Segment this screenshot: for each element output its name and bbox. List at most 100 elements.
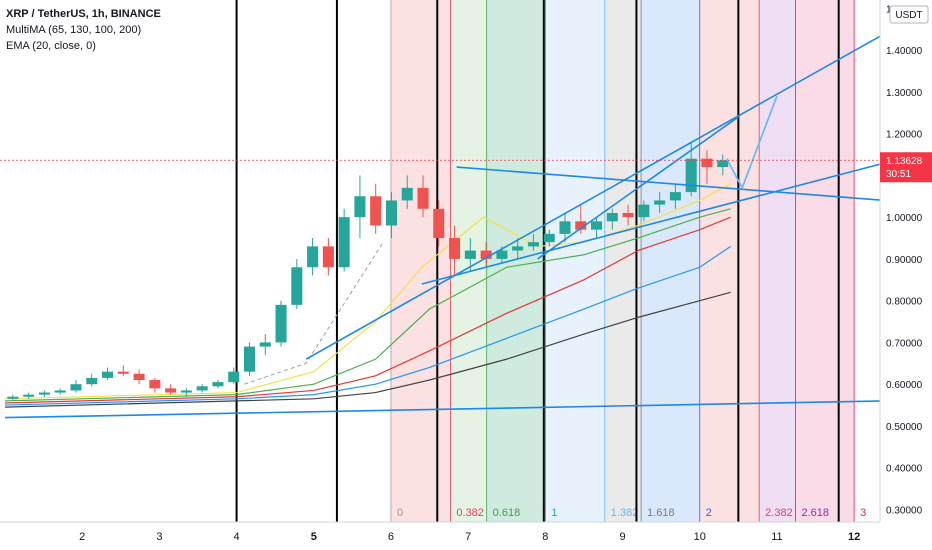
candle-body (86, 377, 98, 385)
fib-zone-band (545, 0, 605, 522)
ema-indicator-label[interactable]: EMA (20, close, 0) (6, 40, 96, 52)
trendline (456, 166, 886, 202)
countdown-value: 30:51 (886, 169, 911, 180)
moving-average-line (4, 245, 731, 406)
candle-body (38, 392, 50, 395)
y-tick-label: 0.70000 (886, 338, 923, 349)
x-tick-label: 10 (694, 531, 706, 543)
moving-average-line (4, 208, 731, 402)
price-axis-bg (880, 0, 932, 550)
fib-zone-band (795, 0, 855, 522)
trendline (305, 32, 886, 360)
candle-body (638, 204, 650, 218)
candle-body (606, 212, 618, 222)
y-tick-label: 0.60000 (886, 380, 923, 391)
candle-body (701, 158, 713, 168)
x-tick-label: 4 (234, 531, 240, 543)
fib-zone-label: 1.382 (611, 507, 639, 519)
candle-body (322, 246, 334, 268)
fib-zone-label: 1.618 (647, 507, 675, 519)
fib-zone-label: 2.618 (801, 507, 829, 519)
candle-body (354, 196, 366, 218)
x-tick-label: 3 (156, 531, 162, 543)
candle-body (464, 250, 476, 259)
candle-body (496, 250, 508, 259)
candle-body (259, 342, 271, 347)
candle-body (717, 160, 729, 168)
x-tick-label: 2 (79, 531, 85, 543)
y-tick-label: 1.00000 (886, 213, 923, 224)
moving-average-line (4, 291, 731, 408)
y-tick-label: 0.40000 (886, 464, 923, 475)
x-tick-label: 8 (542, 531, 548, 543)
candle-body (559, 221, 571, 234)
symbol-label[interactable]: XRP / TetherUS, 1h, BINANCE (6, 8, 161, 20)
candle-body (133, 373, 145, 381)
trendline (421, 162, 886, 285)
fib-zone-band (759, 0, 796, 522)
x-tick-label: 5 (311, 531, 317, 543)
last-price-tag (880, 152, 932, 183)
candle-body (527, 242, 539, 247)
y-tick-label: 1.20000 (886, 130, 923, 141)
fib-zone-band (390, 0, 451, 522)
chart-legend: XRP / TetherUS, 1h, BINANCE MultiMA (65,… (6, 6, 161, 54)
candle-body (291, 267, 303, 305)
fib-zone-band (641, 0, 700, 522)
candle-body (7, 396, 19, 399)
moving-average-line (4, 183, 731, 400)
y-tick-label: 0.90000 (886, 255, 923, 266)
multima-indicator-label[interactable]: MultiMA (65, 130, 100, 200) (6, 24, 142, 36)
x-tick-label: 7 (465, 531, 471, 543)
trendline (726, 95, 778, 190)
candle-body (543, 233, 555, 243)
trendline (537, 116, 739, 260)
fib-zone-label: 0.382 (456, 507, 484, 519)
fib-zone-label: 1 (551, 507, 557, 519)
fib-zone-label: 2 (706, 507, 712, 519)
candle-body (512, 246, 524, 251)
candle-body (23, 394, 35, 397)
candle-body (54, 390, 66, 393)
y-tick-label: 0.80000 (886, 297, 923, 308)
candle-body (433, 208, 445, 239)
y-tick-label: 1.30000 (886, 88, 923, 99)
candle-body (307, 246, 319, 268)
candle-body (685, 158, 697, 193)
fib-zone-label: 3 (860, 507, 866, 519)
candle-body (385, 200, 397, 226)
currency-badge (889, 5, 929, 24)
fib-zone-label: 0 (397, 507, 403, 519)
candle-body (243, 346, 256, 372)
trendline (4, 400, 886, 419)
candle-body (117, 371, 129, 374)
candle-body (180, 390, 192, 393)
candle-body (370, 196, 382, 226)
candle-body (70, 384, 82, 391)
y-tick-label: 0.30000 (886, 505, 923, 516)
x-tick-label: 11 (771, 531, 782, 543)
candle-body (149, 380, 161, 389)
candle-body (212, 382, 224, 387)
fib-zone-label: 0.618 (493, 507, 521, 519)
candle-body (591, 221, 603, 230)
projection-dashed-line (244, 241, 384, 385)
moving-average-line (4, 216, 731, 404)
candle-body (228, 371, 240, 383)
time-axis-bg (0, 522, 932, 550)
candle-body (622, 212, 634, 218)
y-tick-label: 0.50000 (886, 422, 923, 433)
candle-body (401, 187, 413, 201)
candle-body (338, 217, 350, 268)
x-tick-label: 6 (388, 531, 394, 543)
candle-body (449, 238, 461, 259)
candle-body (654, 200, 666, 205)
candle-body (480, 250, 492, 259)
fib-zone-label: 2.382 (765, 507, 793, 519)
candle-body (165, 388, 177, 393)
candle-body (575, 221, 587, 230)
fib-zone-band (486, 0, 546, 522)
x-tick-label: 9 (619, 531, 625, 543)
